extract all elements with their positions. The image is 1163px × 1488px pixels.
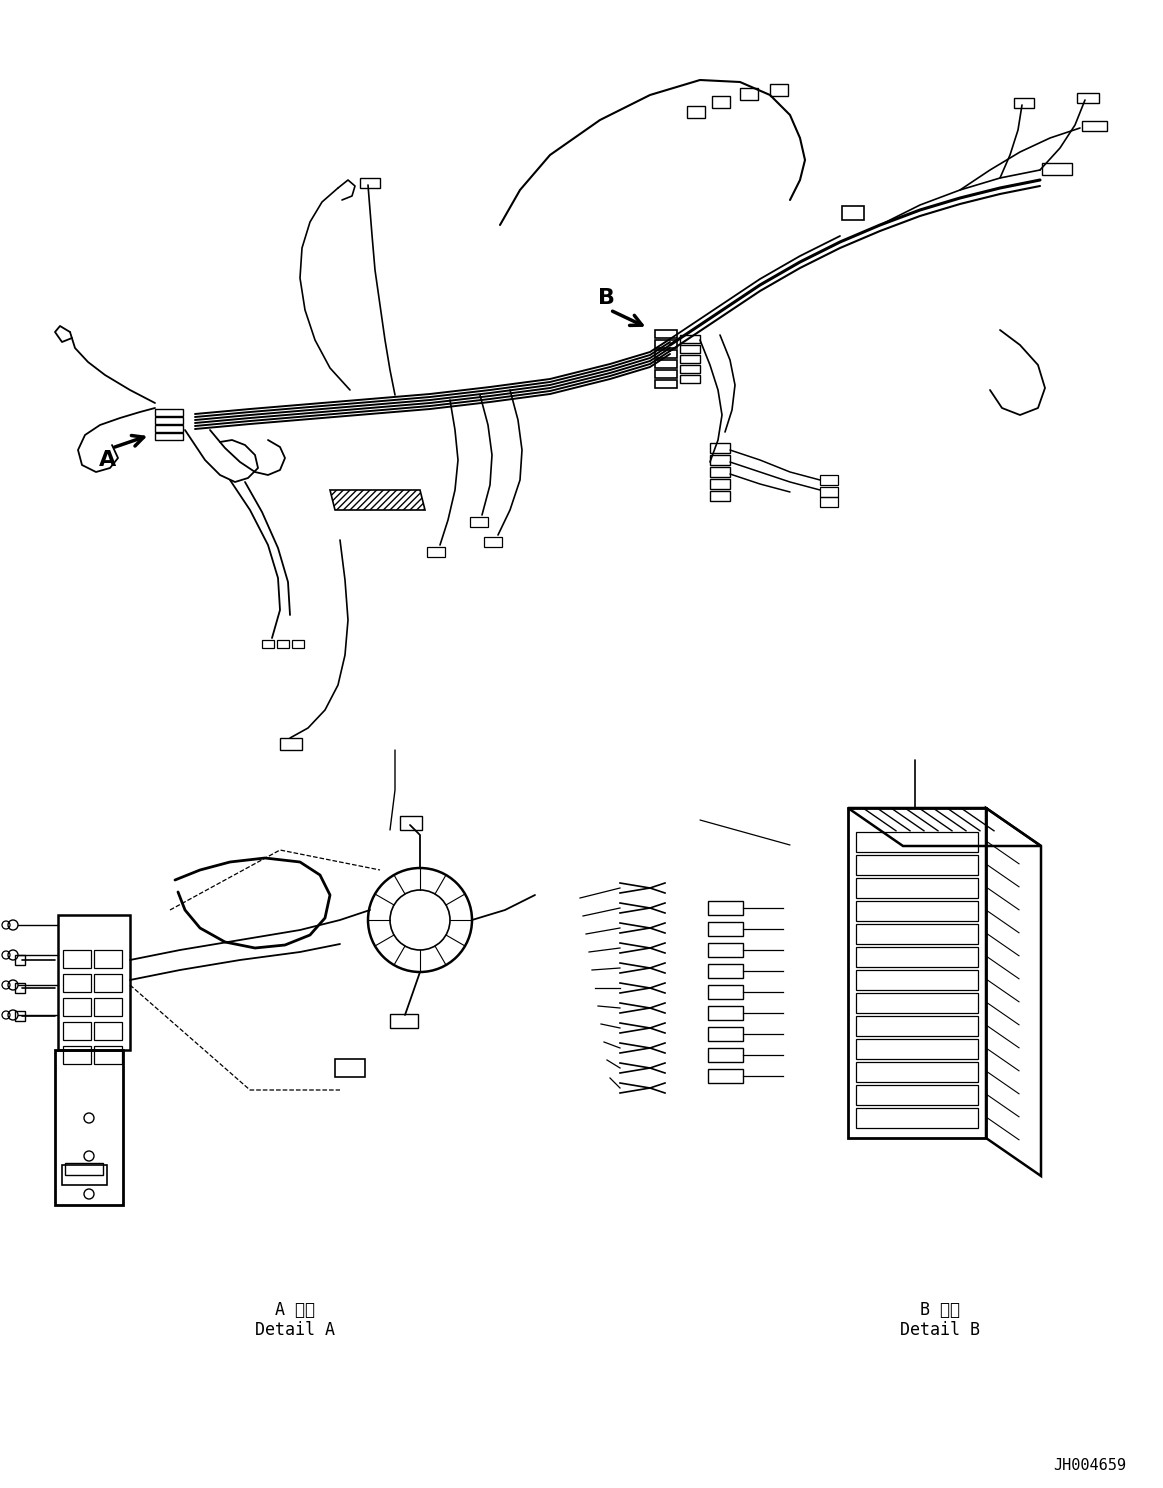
Bar	[856, 832, 978, 853]
Bar	[820, 497, 839, 507]
Bar	[655, 371, 677, 378]
Bar	[655, 379, 677, 388]
Bar	[390, 1013, 418, 1028]
Bar	[655, 339, 677, 348]
Bar	[55, 1051, 123, 1205]
Bar	[15, 984, 24, 992]
Bar	[58, 915, 130, 1051]
Bar	[708, 902, 743, 915]
Bar	[400, 815, 422, 830]
Bar	[63, 975, 91, 992]
Text: Detail B: Detail B	[900, 1321, 980, 1339]
Bar	[292, 640, 304, 647]
Bar	[856, 856, 978, 875]
Bar	[820, 475, 839, 485]
Text: Detail A: Detail A	[255, 1321, 335, 1339]
Bar	[680, 356, 700, 363]
Bar	[856, 1062, 978, 1082]
Bar	[655, 330, 677, 338]
Bar	[856, 1039, 978, 1059]
Bar	[848, 808, 986, 1138]
Bar	[361, 179, 380, 187]
Bar	[708, 985, 743, 998]
Bar	[856, 878, 978, 897]
Bar	[709, 491, 730, 501]
Bar	[62, 1165, 107, 1184]
Bar	[335, 1059, 365, 1077]
Text: A: A	[99, 449, 116, 470]
Bar	[842, 205, 864, 220]
Bar	[856, 1016, 978, 1036]
Bar	[65, 1164, 104, 1176]
Bar	[856, 924, 978, 943]
Bar	[262, 640, 274, 647]
Bar	[820, 487, 839, 497]
Bar	[427, 548, 445, 557]
Bar	[63, 1046, 91, 1064]
Bar	[63, 949, 91, 969]
Bar	[709, 455, 730, 464]
Bar	[94, 949, 122, 969]
Bar	[856, 970, 978, 990]
Bar	[709, 479, 730, 490]
Bar	[1077, 92, 1099, 103]
Bar	[15, 955, 24, 966]
Bar	[94, 998, 122, 1016]
Bar	[770, 83, 789, 97]
Bar	[63, 1022, 91, 1040]
Bar	[856, 1085, 978, 1106]
Bar	[1014, 98, 1034, 109]
Bar	[712, 97, 730, 109]
Text: B 詳細: B 詳細	[920, 1301, 959, 1318]
Bar	[155, 433, 183, 440]
Bar	[94, 1046, 122, 1064]
Bar	[708, 923, 743, 936]
Bar	[708, 1027, 743, 1042]
Bar	[94, 1022, 122, 1040]
Bar	[277, 640, 288, 647]
Bar	[680, 345, 700, 353]
Bar	[280, 738, 302, 750]
Bar	[63, 998, 91, 1016]
Bar	[708, 1048, 743, 1062]
Bar	[155, 409, 183, 417]
Bar	[470, 516, 488, 527]
Text: JH004659: JH004659	[1054, 1458, 1127, 1473]
Bar	[655, 360, 677, 368]
Bar	[94, 975, 122, 992]
Bar	[1042, 164, 1072, 176]
Bar	[709, 467, 730, 478]
Bar	[484, 537, 502, 548]
Bar	[856, 946, 978, 967]
Bar	[687, 106, 705, 118]
Bar	[680, 375, 700, 382]
Bar	[708, 1006, 743, 1019]
Bar	[708, 943, 743, 957]
Bar	[709, 443, 730, 452]
Bar	[708, 964, 743, 978]
Bar	[856, 902, 978, 921]
Bar	[708, 1068, 743, 1083]
Bar	[155, 426, 183, 432]
Text: B: B	[599, 289, 615, 308]
Bar	[655, 350, 677, 359]
Bar	[15, 1010, 24, 1021]
Bar	[856, 1109, 978, 1128]
Bar	[155, 417, 183, 424]
Bar	[856, 992, 978, 1013]
Bar	[740, 88, 758, 100]
Bar	[680, 365, 700, 373]
Bar	[680, 335, 700, 344]
Bar	[1082, 121, 1107, 131]
Text: A 詳細: A 詳細	[274, 1301, 315, 1318]
